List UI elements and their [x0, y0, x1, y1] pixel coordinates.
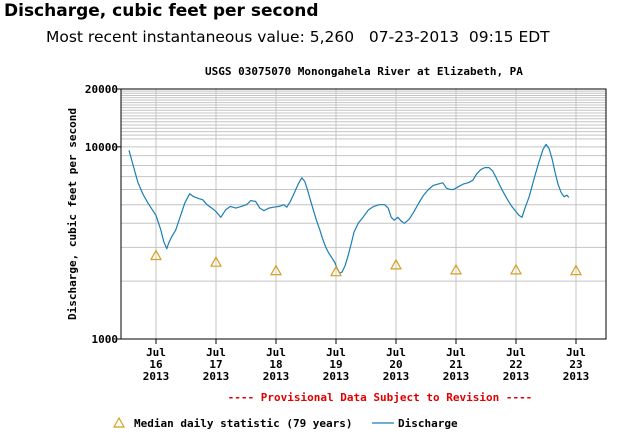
median-point-triangle [269, 264, 283, 276]
legend-discharge-label: Discharge [398, 417, 458, 430]
y-axis-label: Discharge, cubic feet per second [66, 108, 79, 320]
median-point-triangle [449, 263, 463, 275]
median-point-triangle [209, 255, 223, 267]
grid-layer [121, 89, 606, 339]
x-tick-label: Jul [566, 346, 586, 359]
legend-median-label: Median daily statistic (79 years) [134, 417, 353, 430]
legend-median-triangle-icon [112, 416, 126, 428]
x-tick-label: 16 [149, 358, 163, 371]
median-point-triangle [329, 265, 343, 277]
median-point-triangle [389, 258, 403, 270]
x-tick-label: Jul [326, 346, 346, 359]
x-tick-label: 23 [569, 358, 582, 371]
discharge-series-line [128, 143, 570, 274]
y-tick-label: 10000 [85, 141, 118, 154]
x-tick-label: Jul [386, 346, 406, 359]
x-tick-label: Jul [506, 346, 526, 359]
x-tick-label: Jul [446, 346, 466, 359]
x-tick-label: Jul [206, 346, 226, 359]
page-title: Discharge, cubic feet per second [4, 1, 319, 21]
x-tick-label: 20 [389, 358, 402, 371]
x-tick-label: 2013 [443, 370, 470, 383]
median-point-triangle [569, 264, 583, 276]
series-layer [128, 143, 583, 277]
recent-date: 07-23-2013 [368, 28, 459, 46]
x-tick-label: 2013 [143, 370, 170, 383]
most-recent-value-line: Most recent instantaneous value: 5,260 0… [46, 28, 550, 46]
x-tick-label: Jul [266, 346, 286, 359]
axis-layer: 10001000020000Jul162013Jul172013Jul18201… [85, 83, 607, 383]
x-tick-label: 22 [509, 358, 522, 371]
x-tick-label: 2013 [203, 370, 230, 383]
recent-label: Most recent instantaneous value: [46, 28, 305, 46]
chart-title: USGS 03075070 Monongahela River at Eliza… [205, 65, 523, 78]
recent-time: 09:15 EDT [468, 28, 550, 46]
x-tick-label: 18 [269, 358, 282, 371]
median-point-triangle [509, 263, 523, 275]
x-tick-label: Jul [146, 346, 166, 359]
provisional-note: ---- Provisional Data Subject to Revisio… [228, 391, 533, 404]
x-tick-label: 2013 [263, 370, 290, 383]
x-tick-label: 2013 [383, 370, 410, 383]
x-tick-label: 17 [209, 358, 222, 371]
recent-value: 5,260 [309, 28, 355, 46]
x-tick-label: 19 [329, 358, 342, 371]
y-tick-label: 20000 [85, 83, 118, 96]
x-tick-label: 2013 [323, 370, 350, 383]
median-point-triangle [149, 249, 163, 261]
x-tick-label: 2013 [563, 370, 590, 383]
y-tick-label: 1000 [92, 333, 119, 346]
x-tick-label: 2013 [503, 370, 530, 383]
plot-background [121, 89, 606, 339]
legend: Median daily statistic (79 years) Discha… [112, 416, 458, 430]
plot-frame [120, 88, 607, 340]
x-tick-label: 21 [449, 358, 463, 371]
